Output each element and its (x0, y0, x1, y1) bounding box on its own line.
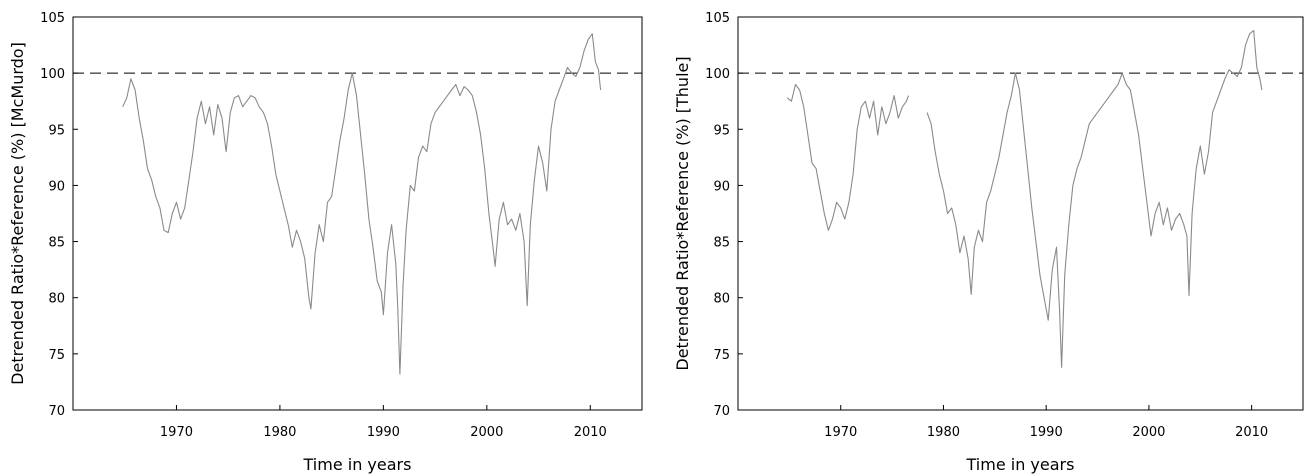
y-tick-label: 75 (713, 348, 730, 363)
series-line-0 (122, 33, 602, 375)
y-tick-label: 85 (713, 236, 730, 251)
x-tick-label: 2010 (574, 425, 607, 440)
y-tick-label: 85 (48, 236, 65, 251)
y-axis-label: Detrended Ratio*Reference (%) [McMurdo] (8, 42, 27, 385)
y-tick-label: 80 (48, 292, 65, 307)
y-tick-label: 95 (713, 123, 730, 138)
y-tick-label: 70 (713, 404, 730, 419)
y-tick-label: 100 (40, 67, 65, 82)
chart-panel-mcmurdo: 70 75 80 85 90 95 100 105 1970 1980 1990 2000 2010 Ti… (8, 11, 643, 474)
y-tick-label: 95 (48, 123, 65, 138)
x-tick-label: 1980 (927, 425, 960, 440)
x-axis-label: Time in years (966, 455, 1075, 474)
chart-panel-thule: 70 75 80 85 90 95 100 105 1970 1980 1990 2000 2010 Ti… (673, 11, 1304, 474)
x-tick-label: 1990 (367, 425, 400, 440)
x-tick-label: 1990 (1030, 425, 1063, 440)
x-tick-label: 1970 (160, 425, 193, 440)
x-tick-label: 2000 (1132, 425, 1165, 440)
plot-frame (72, 16, 643, 411)
x-tick-label: 1980 (263, 425, 296, 440)
y-tick-label: 105 (705, 11, 730, 26)
x-tick-label: 1970 (824, 425, 857, 440)
plot-frame (737, 16, 1304, 411)
series-line-0 (786, 29, 1263, 368)
y-tick-label: 90 (713, 179, 730, 194)
y-tick-label: 90 (48, 179, 65, 194)
y-tick-label: 100 (705, 67, 730, 82)
y-tick-label: 75 (48, 348, 65, 363)
y-tick-label: 70 (48, 404, 65, 419)
y-tick-label: 80 (713, 292, 730, 307)
x-tick-label: 2000 (470, 425, 503, 440)
x-tick-label: 2010 (1235, 425, 1268, 440)
y-axis-label: Detrended Ratio*Reference (%) [Thule] (673, 56, 692, 370)
x-axis-label: Time in years (303, 455, 412, 474)
y-tick-label: 105 (40, 11, 65, 26)
